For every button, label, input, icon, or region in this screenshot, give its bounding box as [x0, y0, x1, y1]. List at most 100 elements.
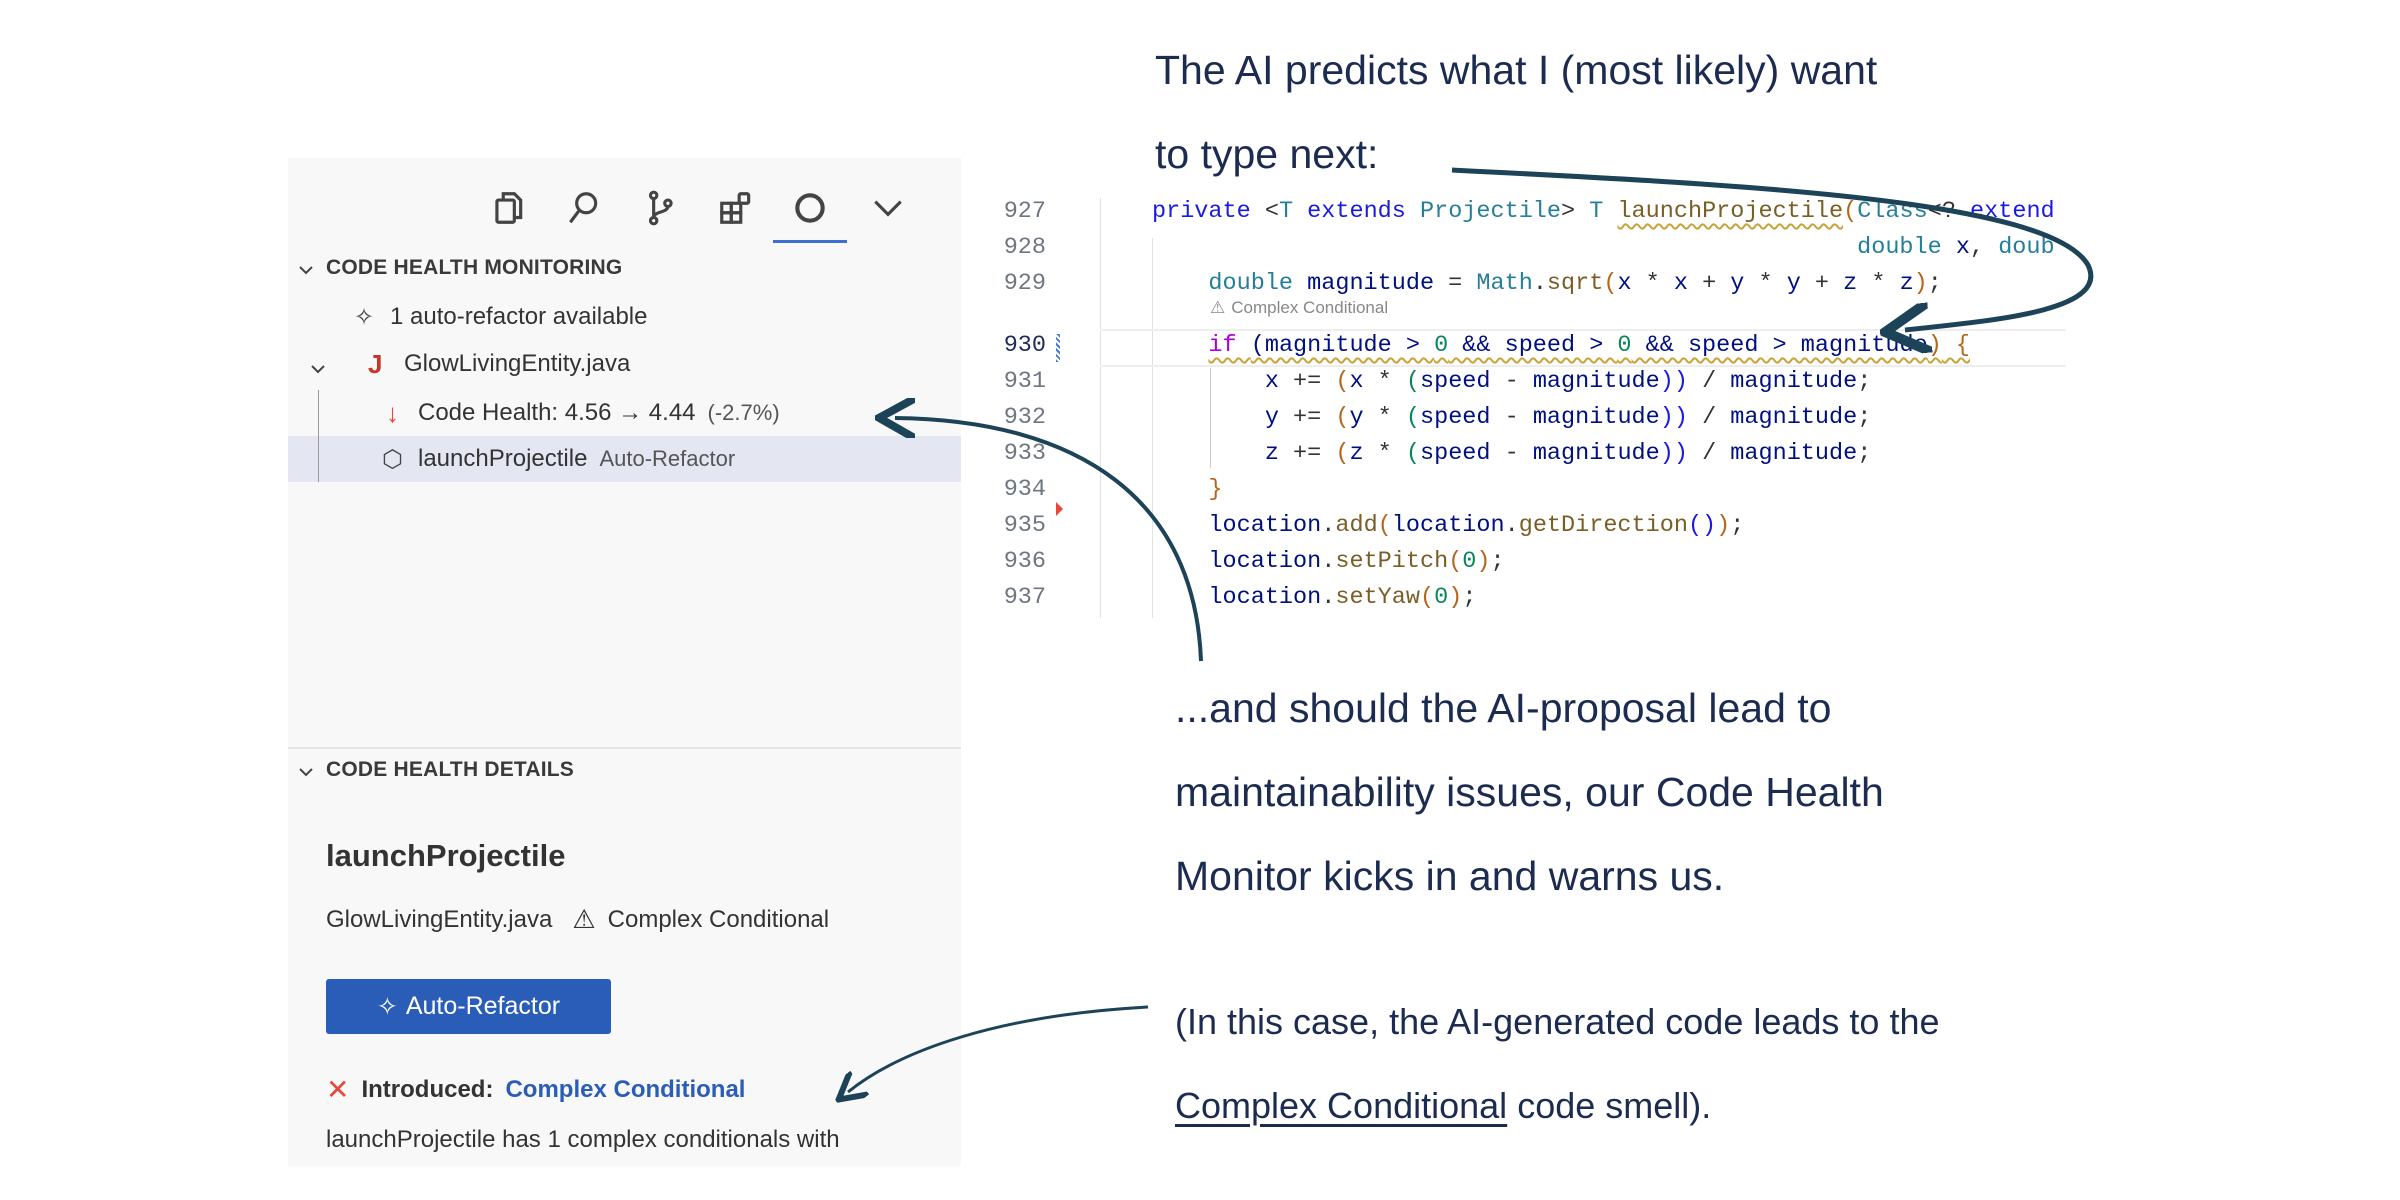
line-number: 934: [1003, 476, 1046, 503]
line-number: 937: [1003, 584, 1046, 611]
code-token: ,: [1969, 234, 1999, 261]
annotation-line: Complex Conditional code smell).: [1175, 1064, 1940, 1148]
cube-icon: ⬡: [382, 445, 403, 473]
auto-refactor-available-item[interactable]: ✧ 1 auto-refactor available: [288, 294, 961, 340]
indent-guide: [1152, 238, 1153, 618]
code-token: *: [1363, 440, 1406, 467]
code-token: setPitch: [1335, 548, 1449, 575]
code-line[interactable]: 936 location.setPitch(0);: [964, 544, 2066, 580]
file-item[interactable]: J GlowLivingEntity.java: [288, 341, 961, 387]
code-line[interactable]: 928 double x, doub: [964, 230, 2066, 266]
code-text: x += (x * (speed - magnitude)) / magnitu…: [1152, 364, 1871, 400]
code-token: +: [1800, 270, 1844, 297]
code-token: *: [1857, 270, 1900, 297]
code-token: ;: [1490, 548, 1505, 575]
section-header-details[interactable]: CODE HEALTH DETAILS: [298, 758, 574, 782]
code-token: ): [1913, 270, 1928, 297]
source-control-icon[interactable]: [638, 186, 682, 230]
code-text: y += (y * (speed - magnitude)) / magnitu…: [1152, 400, 1871, 436]
code-line[interactable]: 934 }: [964, 472, 2066, 508]
code-token: 0: [1434, 332, 1449, 359]
code-token: ;: [1857, 368, 1872, 395]
code-token: sqrt: [1546, 270, 1604, 297]
code-editor[interactable]: ⚠ Complex Conditional 927 private <T exte…: [964, 158, 2066, 620]
file-name: GlowLivingEntity.java: [404, 350, 631, 377]
code-token: (): [1687, 512, 1717, 539]
code-text: location.setPitch(0);: [1152, 544, 1505, 580]
current-line-highlight: [1100, 329, 2066, 367]
code-token: .: [1321, 584, 1336, 611]
complex-conditional-link[interactable]: Complex Conditional: [505, 1075, 746, 1103]
code-token: x: [1349, 368, 1364, 395]
code-token: *: [1363, 404, 1406, 431]
code-token: x: [1617, 270, 1632, 297]
code-token: double: [1857, 234, 1942, 261]
codescene-icon[interactable]: [788, 186, 832, 230]
introduced-smell: ✕ Introduced: Complex Conditional: [326, 1073, 745, 1106]
code-health-item[interactable]: ↓ Code Health: 4.56 → 4.44 (-2.7%): [288, 390, 961, 436]
code-token: if: [1208, 332, 1251, 359]
line-number: 928: [1003, 234, 1046, 261]
code-token: doub: [1998, 234, 2055, 261]
code-token: =: [1434, 270, 1477, 297]
auto-refactor-button[interactable]: ✧ Auto-Refactor: [326, 979, 611, 1034]
code-token: ;: [1857, 440, 1872, 467]
files-icon[interactable]: [486, 186, 530, 230]
code-line[interactable]: 933 z += (z * (speed - magnitude)) / mag…: [964, 436, 2066, 472]
function-item[interactable]: ⬡ launchProjectile Auto-Refactor: [288, 436, 961, 482]
code-token: y: [1786, 270, 1801, 297]
codelens-complex-conditional[interactable]: ⚠ Complex Conditional: [1210, 298, 1388, 318]
code-token: (: [1405, 440, 1420, 467]
annotation-line: to type next:: [1155, 131, 1379, 177]
code-token: *: [1744, 270, 1787, 297]
code-token: && speed >: [1448, 332, 1618, 359]
section-divider[interactable]: [288, 747, 961, 749]
code-token: ;: [1462, 584, 1477, 611]
line-number: 935: [1003, 512, 1046, 539]
code-line[interactable]: 932 y += (y * (speed - magnitude)) / mag…: [964, 400, 2066, 436]
code-token: speed: [1420, 440, 1491, 467]
line-number: 936: [1003, 548, 1046, 575]
section-title: CODE HEALTH DETAILS: [326, 758, 575, 781]
code-token: (: [1419, 584, 1435, 611]
code-line[interactable]: 929 double magnitude = Math.sqrt(x * x +…: [964, 266, 2066, 302]
chevron-down-icon[interactable]: [866, 186, 910, 230]
warning-icon: ⚠: [1210, 298, 1226, 317]
code-token: location: [1391, 512, 1505, 539]
code-token: (magnitude >: [1250, 332, 1435, 359]
arrow-to-code-health: [895, 418, 1203, 662]
code-token: z: [1843, 270, 1858, 297]
code-text: location.add(location.getDirection());: [1152, 508, 1744, 544]
code-token: location: [1208, 512, 1322, 539]
code-token: ;: [1857, 404, 1872, 431]
section-header-monitoring[interactable]: CODE HEALTH MONITORING: [298, 256, 622, 280]
code-text: location.setYaw(0);: [1152, 580, 1476, 616]
code-token: getDirection: [1518, 512, 1688, 539]
code-line[interactable]: 931 x += (x * (speed - magnitude)) / mag…: [964, 364, 2066, 400]
gutter-marker-icon[interactable]: [1056, 502, 1063, 516]
code-token: .: [1532, 270, 1547, 297]
code-token: +=: [1278, 404, 1336, 431]
code-token: /: [1687, 368, 1731, 395]
code-token: ;: [1730, 512, 1745, 539]
code-token: (: [1405, 368, 1420, 395]
annotation-middle: ...and should the AI-proposal lead to ma…: [1175, 666, 1884, 918]
code-token: (: [1843, 198, 1858, 225]
sparkle-icon: ✧: [376, 992, 398, 1021]
java-file-icon: J: [368, 348, 383, 379]
code-token: (: [1335, 404, 1350, 431]
code-token: y: [1349, 404, 1364, 431]
extensions-icon[interactable]: [714, 186, 758, 230]
search-icon[interactable]: [561, 186, 605, 230]
code-line[interactable]: 935 location.add(location.getDirection()…: [964, 508, 2066, 544]
code-token: -: [1490, 440, 1533, 467]
details-smell: Complex Conditional: [607, 905, 830, 933]
code-token: private: [1152, 198, 1251, 225]
code-text: double x, doub: [1152, 230, 2055, 266]
code-token: Math: [1476, 270, 1533, 297]
code-token: z: [1264, 440, 1279, 467]
annotation-line: ...and should the AI-proposal lead to: [1175, 685, 1832, 731]
code-line[interactable]: 937 location.setYaw(0);: [964, 580, 2066, 616]
code-token: 0: [1462, 548, 1477, 575]
code-token: +=: [1278, 368, 1336, 395]
